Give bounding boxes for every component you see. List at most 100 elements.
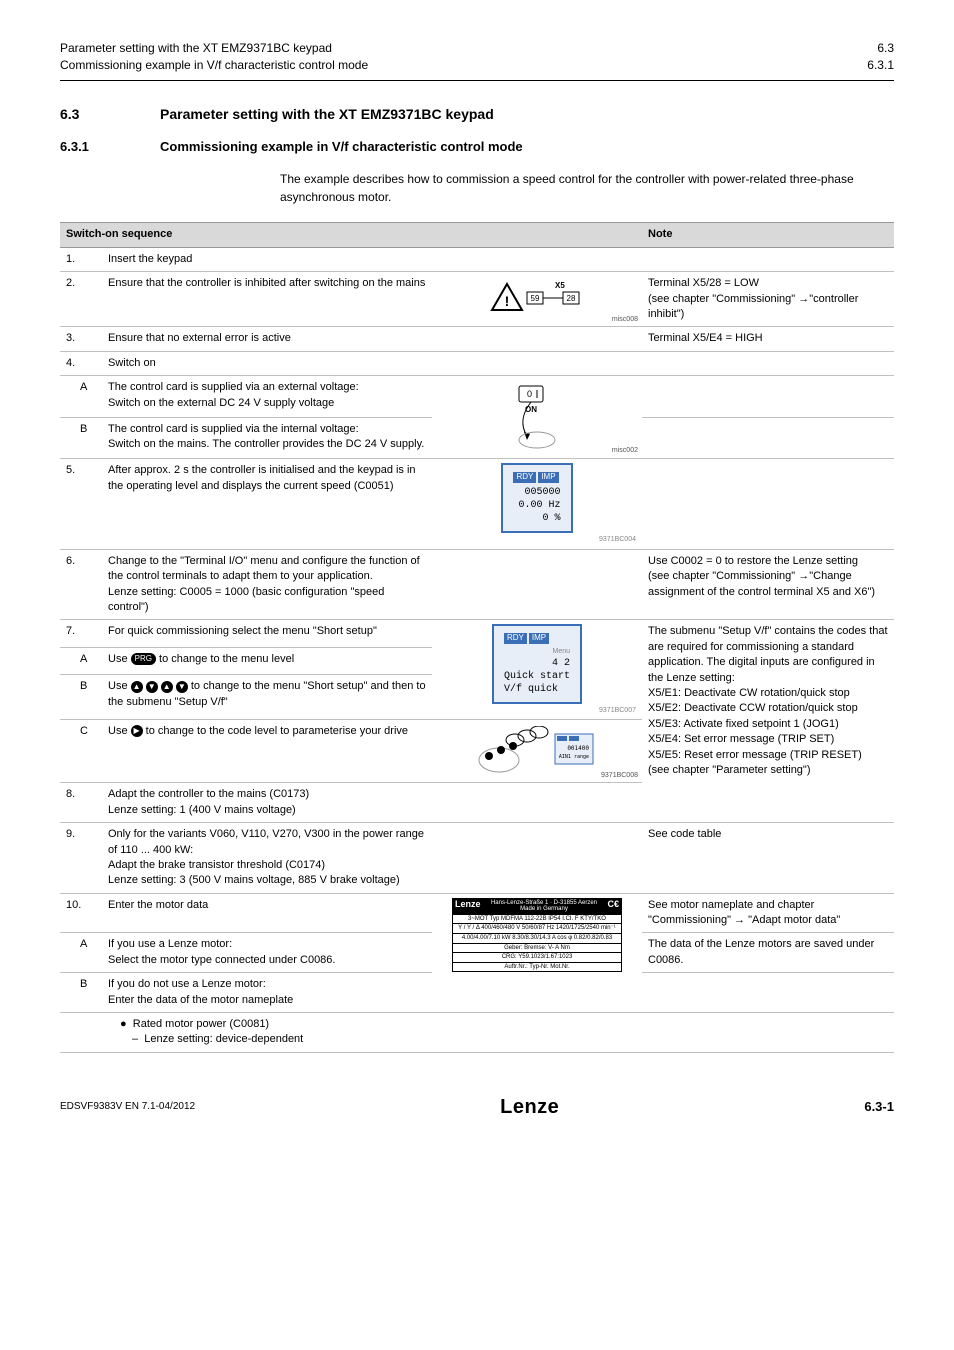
row-description: Use ▲ ▼ ▲ ▼ to change to the menu "Short… xyxy=(102,675,432,720)
row-description: Ensure that no external error is active xyxy=(102,327,432,351)
row-note: Use C0002 = 0 to restore the Lenze setti… xyxy=(642,549,894,620)
motor-nameplate: LenzeHans-Lenze-Straße 1 · D-31855 Aerze… xyxy=(452,898,622,973)
row-diagram xyxy=(432,549,642,620)
row-diagram: LenzeHans-Lenze-Straße 1 · D-31855 Aerze… xyxy=(432,893,642,1012)
row-diagram xyxy=(432,783,642,823)
subsection-number: 6.3.1 xyxy=(60,138,110,156)
footer-logo: Lenze xyxy=(500,1093,559,1121)
section-heading: 6.3 Parameter setting with the XT EMZ937… xyxy=(60,105,894,125)
page-footer: EDSVF9383V EN 7.1-04/2012 Lenze 6.3-1 xyxy=(60,1093,894,1121)
svg-text:ON: ON xyxy=(525,405,537,414)
table-row: AThe control card is supplied via an ext… xyxy=(60,376,894,418)
row-number: A xyxy=(60,933,102,973)
row-description: Use ▶ to change to the code level to par… xyxy=(102,720,432,783)
section-number: 6.3 xyxy=(60,105,110,125)
row-number: 10. xyxy=(60,893,102,933)
table-row: 1.Insert the keypad xyxy=(60,247,894,271)
row-description: Change to the "Terminal I/O" menu and co… xyxy=(102,549,432,620)
svg-text:28: 28 xyxy=(567,294,576,303)
row-diagram: RDYIMP005000 0.00 Hz 0 %9371BC004 xyxy=(432,459,642,550)
row-number: 3. xyxy=(60,327,102,351)
table-row: 6.Change to the "Terminal I/O" menu and … xyxy=(60,549,894,620)
row-note: Terminal X5/28 = LOW(see chapter "Commis… xyxy=(642,272,894,327)
row-diagram: RDYIMPMenu4 2Quick start V/f quick9371BC… xyxy=(432,620,642,720)
svg-text:001400: 001400 xyxy=(567,745,589,752)
row-diagram: ! 59 X5 28 misc008 xyxy=(432,272,642,327)
row-note: See motor nameplate and chapter "Commiss… xyxy=(642,893,894,933)
row-note: The submenu "Setup V/f" contains the cod… xyxy=(642,620,894,823)
subsection-heading: 6.3.1 Commissioning example in V/f chara… xyxy=(60,138,894,156)
row-description: The control card is supplied via the int… xyxy=(102,417,432,459)
warning-diagram-icon: ! 59 X5 28 xyxy=(477,278,597,318)
row-description: Use PRG to change to the menu level xyxy=(102,647,432,675)
header-line1-right: 6.3 xyxy=(877,40,894,57)
table-row: 4.Switch on xyxy=(60,351,894,375)
footer-doc-id: EDSVF9383V EN 7.1-04/2012 xyxy=(60,1100,195,1114)
row-note xyxy=(642,376,894,418)
row-description: Only for the variants V060, V110, V270, … xyxy=(102,823,432,894)
table-row: 9.Only for the variants V060, V110, V270… xyxy=(60,823,894,894)
row-diagram xyxy=(432,351,642,375)
row-diagram: 001400 AIN1 range 9371BC008 xyxy=(432,720,642,783)
table-row: 2.Ensure that the controller is inhibite… xyxy=(60,272,894,327)
row-diagram xyxy=(432,1013,642,1053)
row-number: 9. xyxy=(60,823,102,894)
page-header: Parameter setting with the XT EMZ9371BC … xyxy=(60,40,894,81)
down-icon: ▼ xyxy=(146,681,158,693)
row-note: Terminal X5/E4 = HIGH xyxy=(642,327,894,351)
row-number: 4. xyxy=(60,351,102,375)
table-row: 5.After approx. 2 s the controller is in… xyxy=(60,459,894,550)
header-line2-right: 6.3.1 xyxy=(867,57,894,74)
lcd-display: RDYIMPMenu4 2Quick start V/f quick xyxy=(492,624,582,703)
row-number: 5. xyxy=(60,459,102,550)
row-note xyxy=(642,351,894,375)
row-number: 2. xyxy=(60,272,102,327)
intro-text: The example describes how to commission … xyxy=(280,170,894,206)
svg-text:59: 59 xyxy=(531,294,540,303)
table-row: ● Rated motor power (C0081)– Lenze setti… xyxy=(60,1013,894,1053)
row-number: A xyxy=(60,647,102,675)
up-icon: ▲ xyxy=(131,681,143,693)
row-number: A xyxy=(60,376,102,418)
row-number: 1. xyxy=(60,247,102,271)
row-note xyxy=(642,459,894,550)
row-diagram xyxy=(432,327,642,351)
row-diagram xyxy=(432,247,642,271)
svg-text:X5: X5 xyxy=(555,281,565,290)
row-note: See code table xyxy=(642,823,894,894)
row-description: After approx. 2 s the controller is init… xyxy=(102,459,432,550)
row-description: Adapt the controller to the mains (C0173… xyxy=(102,783,432,823)
row-number: B xyxy=(60,973,102,1013)
row-note xyxy=(642,417,894,459)
table-row: 3.Ensure that no external error is activ… xyxy=(60,327,894,351)
header-line2-left: Commissioning example in V/f characteris… xyxy=(60,57,368,74)
row-description: Enter the motor data xyxy=(102,893,432,933)
row-diagram: 0 ON misc002 xyxy=(432,376,642,459)
down-icon: ▼ xyxy=(176,681,188,693)
header-line1-left: Parameter setting with the XT EMZ9371BC … xyxy=(60,40,332,57)
row-description: Switch on xyxy=(102,351,432,375)
lcd-display: RDYIMP005000 0.00 Hz 0 % xyxy=(501,463,572,533)
row-description: Ensure that the controller is inhibited … xyxy=(102,272,432,327)
svg-text:AIN1 range: AIN1 range xyxy=(559,754,589,760)
row-number xyxy=(60,1013,102,1053)
svg-text:0: 0 xyxy=(527,389,532,399)
row-description: For quick commissioning select the menu … xyxy=(102,620,432,648)
row-description: If you use a Lenze motor:Select the moto… xyxy=(102,933,432,973)
row-number: B xyxy=(60,675,102,720)
prg-button-icon: PRG xyxy=(131,653,156,665)
row-number: 6. xyxy=(60,549,102,620)
row-description: The control card is supplied via an exte… xyxy=(102,376,432,418)
switch-on-table: Switch-on sequence Note 1.Insert the key… xyxy=(60,222,894,1052)
row-note xyxy=(642,1013,894,1053)
section-title: Parameter setting with the XT EMZ9371BC … xyxy=(160,105,494,125)
svg-text:!: ! xyxy=(505,293,510,309)
row-number: 8. xyxy=(60,783,102,823)
switch-on-icon: 0 ON xyxy=(497,382,577,452)
row-diagram xyxy=(432,823,642,894)
row-note xyxy=(642,247,894,271)
row-note: The data of the Lenze motors are saved u… xyxy=(642,933,894,973)
row-number: 7. xyxy=(60,620,102,648)
right-icon: ▶ xyxy=(131,725,143,737)
footer-page: 6.3-1 xyxy=(864,1098,894,1116)
